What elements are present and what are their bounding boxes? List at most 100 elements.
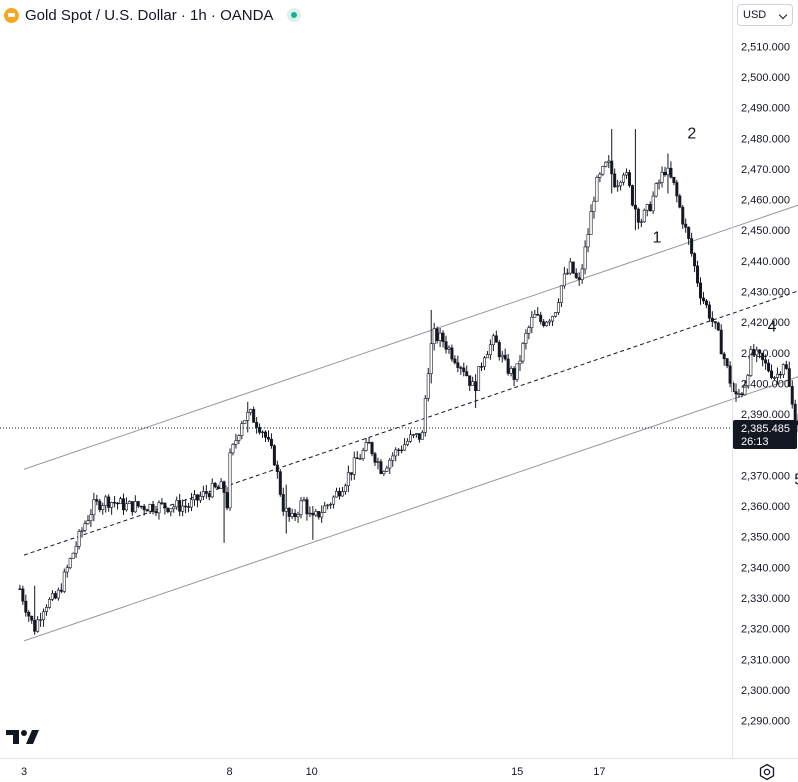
candle <box>728 361 732 388</box>
candle <box>758 349 762 359</box>
candle <box>207 490 211 501</box>
candle <box>429 309 433 384</box>
candle <box>278 469 282 497</box>
settings-gear-icon[interactable] <box>758 763 776 781</box>
candle <box>633 129 637 231</box>
candle <box>654 182 658 198</box>
candle <box>406 438 410 447</box>
candle <box>435 326 439 344</box>
candle <box>710 311 714 327</box>
candle <box>237 434 241 445</box>
candle <box>420 430 424 440</box>
time-axis[interactable]: 3 8 10 15 17 <box>0 758 798 779</box>
price-tick-label: 2,490.000 <box>741 103 790 115</box>
candle <box>530 311 534 334</box>
candle <box>527 325 531 340</box>
candle <box>737 388 741 398</box>
candle <box>755 346 759 363</box>
candle <box>391 452 395 467</box>
candle <box>503 348 507 361</box>
candle <box>216 484 220 489</box>
candle <box>308 506 312 518</box>
candle <box>533 309 537 318</box>
price-tick-label: 2,310.000 <box>741 654 790 666</box>
candle <box>68 557 72 570</box>
candle <box>296 511 300 523</box>
candle <box>240 420 244 440</box>
candle <box>116 502 120 510</box>
candle <box>551 315 555 327</box>
candle <box>21 585 25 605</box>
candle <box>210 478 214 498</box>
candle <box>329 502 333 509</box>
candle <box>595 175 599 202</box>
candle <box>589 204 593 235</box>
wave-label-4: 4 <box>768 318 777 335</box>
candle <box>53 591 57 600</box>
candle <box>536 307 540 316</box>
candle <box>394 447 398 462</box>
candle <box>225 487 229 511</box>
candle <box>515 363 519 382</box>
tradingview-logo-icon[interactable] <box>6 728 40 746</box>
price-axis[interactable]: 2,510.000 2,500.000 2,490.000 2,480.000 2,47… <box>732 0 790 758</box>
candle <box>136 501 140 509</box>
candle <box>453 355 457 365</box>
candle <box>619 180 623 191</box>
time-tick-label: 3 <box>21 766 27 778</box>
candle <box>376 457 380 470</box>
price-tick-label: 2,500.000 <box>741 72 790 84</box>
candle <box>651 191 655 214</box>
candle <box>92 492 96 522</box>
candle <box>610 129 614 194</box>
candle <box>497 339 501 361</box>
candle <box>784 360 788 370</box>
price-tick-label: 2,470.000 <box>741 164 790 176</box>
candle <box>645 203 649 217</box>
candle <box>704 299 708 309</box>
candle <box>749 346 753 377</box>
price-tick-label: 2,430.000 <box>741 287 790 299</box>
candle <box>713 321 717 330</box>
candle <box>625 168 629 179</box>
candle <box>734 383 738 402</box>
candle <box>447 345 451 354</box>
candle <box>488 339 492 360</box>
candle <box>678 193 682 209</box>
symbol-title[interactable]: Gold Spot / U.S. Dollar · 1h · OANDA <box>25 6 274 24</box>
candle <box>772 376 776 381</box>
candle <box>145 508 149 512</box>
candle <box>198 491 202 504</box>
candle <box>542 319 546 328</box>
candle <box>317 511 321 520</box>
candle <box>562 266 566 289</box>
candle <box>47 597 51 609</box>
bar-countdown: 26:13 <box>741 436 769 448</box>
candle <box>465 365 469 377</box>
candle <box>565 268 569 276</box>
candle <box>305 496 309 521</box>
wave-label-5: 5 <box>794 472 798 489</box>
price-tick-label: 2,510.000 <box>741 41 790 53</box>
candle <box>598 172 602 183</box>
candle <box>80 527 84 538</box>
currency-select[interactable]: USD <box>737 4 793 26</box>
candle <box>740 391 744 398</box>
candle <box>124 497 128 512</box>
candle <box>290 508 294 519</box>
candle <box>110 501 114 515</box>
candle <box>556 298 560 315</box>
candle <box>361 447 365 461</box>
candle <box>139 505 143 509</box>
candle <box>767 359 771 373</box>
gold-coin-icon[interactable] <box>4 7 19 23</box>
candle <box>583 240 587 275</box>
candle <box>568 258 572 275</box>
candle <box>604 161 608 168</box>
candle <box>636 207 640 230</box>
candle <box>299 496 303 519</box>
candle <box>592 196 596 219</box>
candle <box>370 441 374 457</box>
candle <box>450 344 454 362</box>
